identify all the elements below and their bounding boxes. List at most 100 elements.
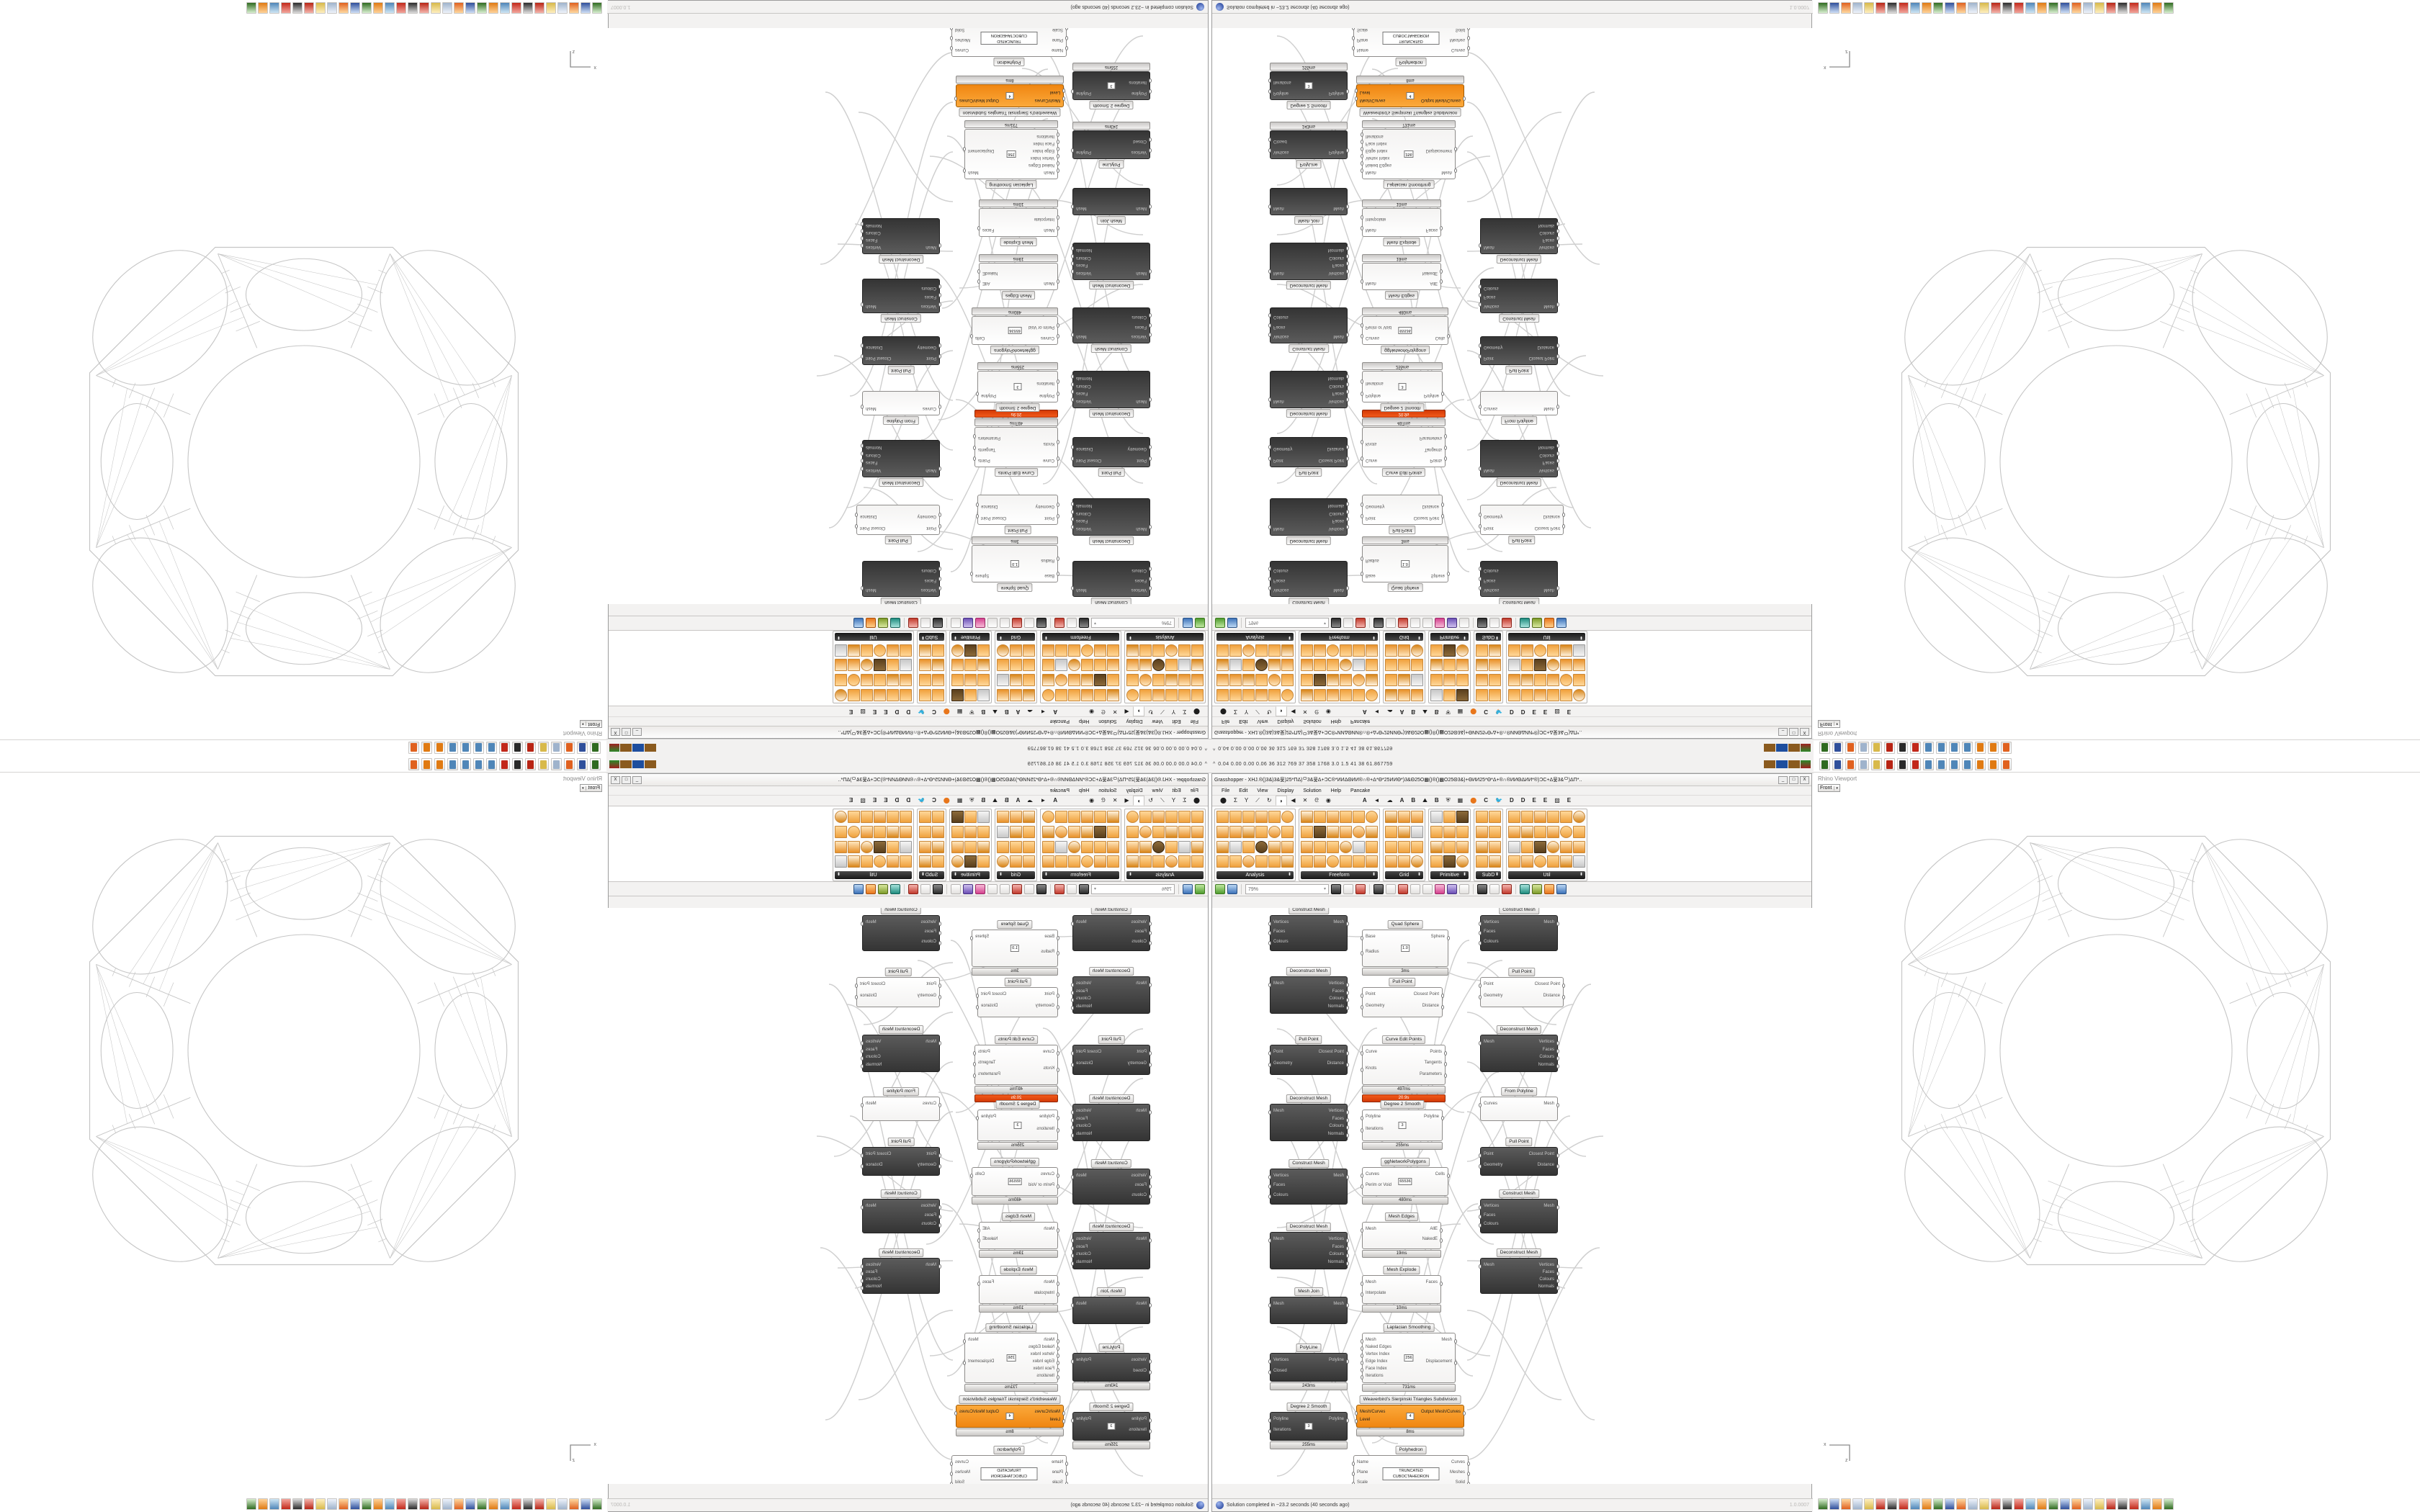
gh-node-input-plug[interactable] bbox=[1065, 46, 1068, 50]
gh-node-input-plug[interactable] bbox=[1361, 215, 1363, 220]
gh-node-value[interactable]: 3 bbox=[1013, 1122, 1022, 1129]
gh-node-input-plug[interactable] bbox=[1149, 1429, 1152, 1434]
gh-node-input-plug[interactable] bbox=[1057, 1354, 1059, 1358]
rhino-bottom-toolbar-icon[interactable] bbox=[557, 1498, 568, 1510]
gh-node-input-plug[interactable] bbox=[1352, 36, 1355, 40]
palette-component-icon[interactable] bbox=[1411, 674, 1423, 687]
gh-node-input-plug[interactable] bbox=[1057, 572, 1059, 576]
gh-node[interactable]: Laplacian Smoothing Mesh Naked Edges Vertex… bbox=[1361, 120, 1457, 189]
gh-node-input-plug[interactable] bbox=[938, 354, 941, 359]
palette-component-icon[interactable] bbox=[900, 644, 912, 657]
gh-node-input-plug[interactable] bbox=[1361, 379, 1363, 384]
palette-component-icon[interactable] bbox=[1268, 811, 1281, 823]
rhino-bottom-toolbar-icon[interactable] bbox=[1852, 2, 1863, 14]
rhino-bottom-toolbar-icon[interactable] bbox=[2037, 1498, 2047, 1510]
gh-node-output-plug[interactable] bbox=[1071, 922, 1074, 926]
gh-node-output-plug[interactable] bbox=[861, 1041, 864, 1045]
rhino-toolbar-icon[interactable] bbox=[1975, 742, 1986, 755]
tab-a2[interactable]: A bbox=[1016, 797, 1021, 804]
palette-component-icon[interactable] bbox=[932, 659, 944, 672]
gh-node-value[interactable]: TRUNCATED CUBOCTAHEDRON bbox=[980, 32, 1038, 45]
gh-node-output-plug[interactable] bbox=[1346, 586, 1349, 590]
gift-icon[interactable] bbox=[975, 883, 985, 894]
palette-component-icon[interactable] bbox=[1430, 644, 1443, 657]
palette-component-icon[interactable] bbox=[1489, 825, 1501, 838]
gh-node-body[interactable]: Vertices Faces Colours Mesh bbox=[1479, 915, 1559, 951]
rhino-toolbar-icon[interactable] bbox=[1936, 757, 1947, 770]
gh-node-output-plug[interactable] bbox=[1556, 1205, 1559, 1210]
gh-node-body[interactable]: Point Geometry Closest Point Distance bbox=[1361, 495, 1444, 525]
gh-node[interactable]: Deconstruct Mesh Mesh Vertices Faces Colours… bbox=[1268, 243, 1349, 289]
gh-node-value[interactable]: 4 bbox=[1005, 92, 1014, 99]
gh-node-input-plug[interactable] bbox=[1057, 1116, 1059, 1120]
gh-node[interactable]: ggNetworkPolygons Curves Perim or Void Cell… bbox=[970, 1158, 1059, 1205]
gh-node-input-plug[interactable] bbox=[1479, 1153, 1482, 1158]
tab-d2[interactable]: D bbox=[895, 708, 900, 715]
palette-component-icon[interactable] bbox=[1055, 659, 1067, 672]
zoom-level-input[interactable]: 79% ▾ bbox=[1245, 883, 1329, 894]
cluster-icon[interactable] bbox=[1024, 618, 1034, 629]
tab-leaf-icon[interactable]: ◄ bbox=[1373, 708, 1380, 715]
gh-node-output-plug[interactable] bbox=[1071, 586, 1074, 590]
palette-group-label-grid[interactable]: Grid ⬍ bbox=[997, 633, 1035, 641]
gh-node-input-plug[interactable] bbox=[1149, 983, 1152, 987]
palette-component-icon[interactable] bbox=[1191, 811, 1204, 823]
menu-pancake[interactable]: Pancake bbox=[1049, 788, 1070, 793]
gh-node[interactable]: Deconstruct Mesh Mesh Vertices Faces Colours… bbox=[861, 218, 941, 264]
rhino-toolbar-icon[interactable] bbox=[460, 742, 471, 755]
rhino-bottom-toolbar-icon[interactable] bbox=[511, 2, 521, 14]
gh-node-input-plug[interactable] bbox=[1479, 302, 1482, 307]
gh-node[interactable]: Mesh Join Mesh Mesh bbox=[1071, 188, 1152, 225]
gh-node-value[interactable]: 65536 bbox=[1398, 1178, 1412, 1185]
gh-node-input-plug[interactable] bbox=[1057, 1228, 1059, 1233]
gh-node[interactable]: Mesh Edges Mesh AllE NakedE 19ms bbox=[1361, 1212, 1443, 1258]
palette-component-icon[interactable] bbox=[1489, 811, 1501, 823]
palette-component-icon[interactable] bbox=[1042, 659, 1054, 672]
gh-node[interactable]: Degree 2 Smooth Polyline Iterations Polylin… bbox=[1071, 63, 1152, 109]
palette-component-icon[interactable] bbox=[900, 659, 912, 672]
gh-node-output-plug[interactable] bbox=[1556, 1063, 1559, 1068]
rhino-bottom-toolbar-icon[interactable] bbox=[419, 1498, 429, 1510]
gh-node-input-plug[interactable] bbox=[1352, 1462, 1355, 1466]
gh-node-output-plug[interactable] bbox=[1467, 36, 1470, 40]
gh-node-output-plug[interactable] bbox=[1071, 1175, 1074, 1179]
gh-node-output-plug[interactable] bbox=[1444, 445, 1447, 450]
shade-green-icon[interactable] bbox=[1532, 883, 1542, 894]
palette-group-label-subd[interactable]: SubD ⬍ bbox=[919, 633, 944, 641]
chevron-down-icon[interactable]: ⬍ bbox=[954, 873, 958, 877]
rhino-toolbar-icon[interactable] bbox=[1962, 742, 1973, 755]
rhino-toolbar-icon[interactable] bbox=[564, 757, 575, 770]
gh-node-input-plug[interactable] bbox=[1355, 89, 1358, 93]
palette-component-icon[interactable] bbox=[1242, 811, 1255, 823]
gh-node-output-plug[interactable] bbox=[1346, 1175, 1349, 1179]
tab-icon-intersect[interactable]: ✕ bbox=[1302, 708, 1308, 715]
palette-component-icon[interactable] bbox=[848, 644, 860, 657]
gh-node-input-plug[interactable] bbox=[1355, 96, 1358, 101]
palette-component-icon[interactable] bbox=[951, 840, 964, 853]
gh-node-input-plug[interactable] bbox=[1149, 1110, 1152, 1115]
gh-node-output-plug[interactable] bbox=[1447, 334, 1450, 338]
palette-component-icon[interactable] bbox=[835, 659, 847, 672]
menu-view[interactable]: View bbox=[1152, 788, 1163, 793]
tab-grid-icon[interactable]: ▦ bbox=[1457, 708, 1464, 715]
gh-node-output-plug[interactable] bbox=[855, 524, 858, 528]
tab-a[interactable]: A bbox=[1053, 708, 1058, 715]
gh-node-output-plug[interactable] bbox=[976, 1005, 979, 1009]
gh-node-output-plug[interactable] bbox=[1556, 922, 1559, 926]
rhino-toolbar-icon[interactable] bbox=[434, 742, 445, 755]
gh-node[interactable]: Construct Mesh Vertices Faces Colours Mesh bbox=[1479, 908, 1559, 951]
gh-node-body[interactable]: Mesh Vertices Faces Colours Normals bbox=[861, 440, 941, 477]
palette-group-label-primitive[interactable]: Primitive ⬍ bbox=[951, 871, 990, 879]
gh-node-output-plug[interactable] bbox=[1346, 1110, 1349, 1115]
gh-node-input-plug[interactable] bbox=[1361, 168, 1363, 173]
palette-component-icon[interactable] bbox=[1573, 825, 1585, 838]
palette-component-icon[interactable] bbox=[1055, 689, 1067, 701]
palette-component-icon[interactable] bbox=[919, 689, 931, 701]
gh-node[interactable]: Deconstruct Mesh Mesh Vertices Faces Colours… bbox=[1071, 243, 1152, 289]
tab-icon-curve[interactable]: ↻ bbox=[1148, 708, 1154, 715]
rhino-bottom-toolbar-icon[interactable] bbox=[304, 2, 314, 14]
gh-node-input-plug[interactable] bbox=[1057, 994, 1059, 998]
gh-node-body[interactable]: Vertices Closed Polyline bbox=[1071, 130, 1152, 159]
gh-node-input-plug[interactable] bbox=[1268, 397, 1271, 402]
palette-component-icon[interactable] bbox=[1242, 644, 1255, 657]
